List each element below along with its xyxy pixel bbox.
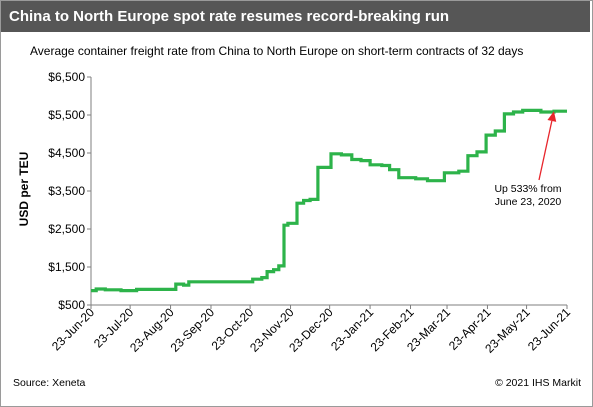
series-layer [91, 108, 567, 293]
y-tick-label: $1,500 [48, 260, 85, 274]
y-tick-label: $6,500 [48, 70, 85, 84]
x-tick-labels: 23-Jun-2023-Jul-2023-Aug-2023-Sep-2023-O… [49, 305, 573, 356]
copyright-note: © 2021 IHS Markit [495, 377, 581, 389]
chart-subtitle: Average container freight rate from Chin… [30, 44, 524, 58]
annotation-text-line: June 23, 2020 [495, 196, 562, 208]
y-tick-labels: $500 $1,500 $2,500 $3,500 $4,500 $5,500 $6,500 [48, 70, 91, 312]
spot-rate-series-line [91, 108, 567, 293]
x-tick-label: 23-Jun-21 [525, 305, 573, 353]
y-tick-label: $5,500 [48, 108, 85, 122]
x-tick-label: 23-Sep-20 [168, 305, 218, 355]
y-tick-label: $3,500 [48, 184, 85, 198]
y-axis-title: USD per TEU [17, 152, 31, 227]
annotation-arrow-head [547, 111, 557, 122]
source-note: Source: Xeneta [13, 377, 86, 389]
annotation-arrow-line [538, 120, 553, 181]
y-tick-label: $4,500 [48, 146, 85, 160]
chart-title: China to North Europe spot rate resumes … [1, 1, 590, 32]
x-tick-label: 23-Jun-20 [49, 305, 97, 353]
y-tick-label: $2,500 [48, 222, 85, 236]
y-tick-label: $500 [58, 298, 85, 312]
annotation-text-line: Up 533% from [494, 183, 561, 195]
